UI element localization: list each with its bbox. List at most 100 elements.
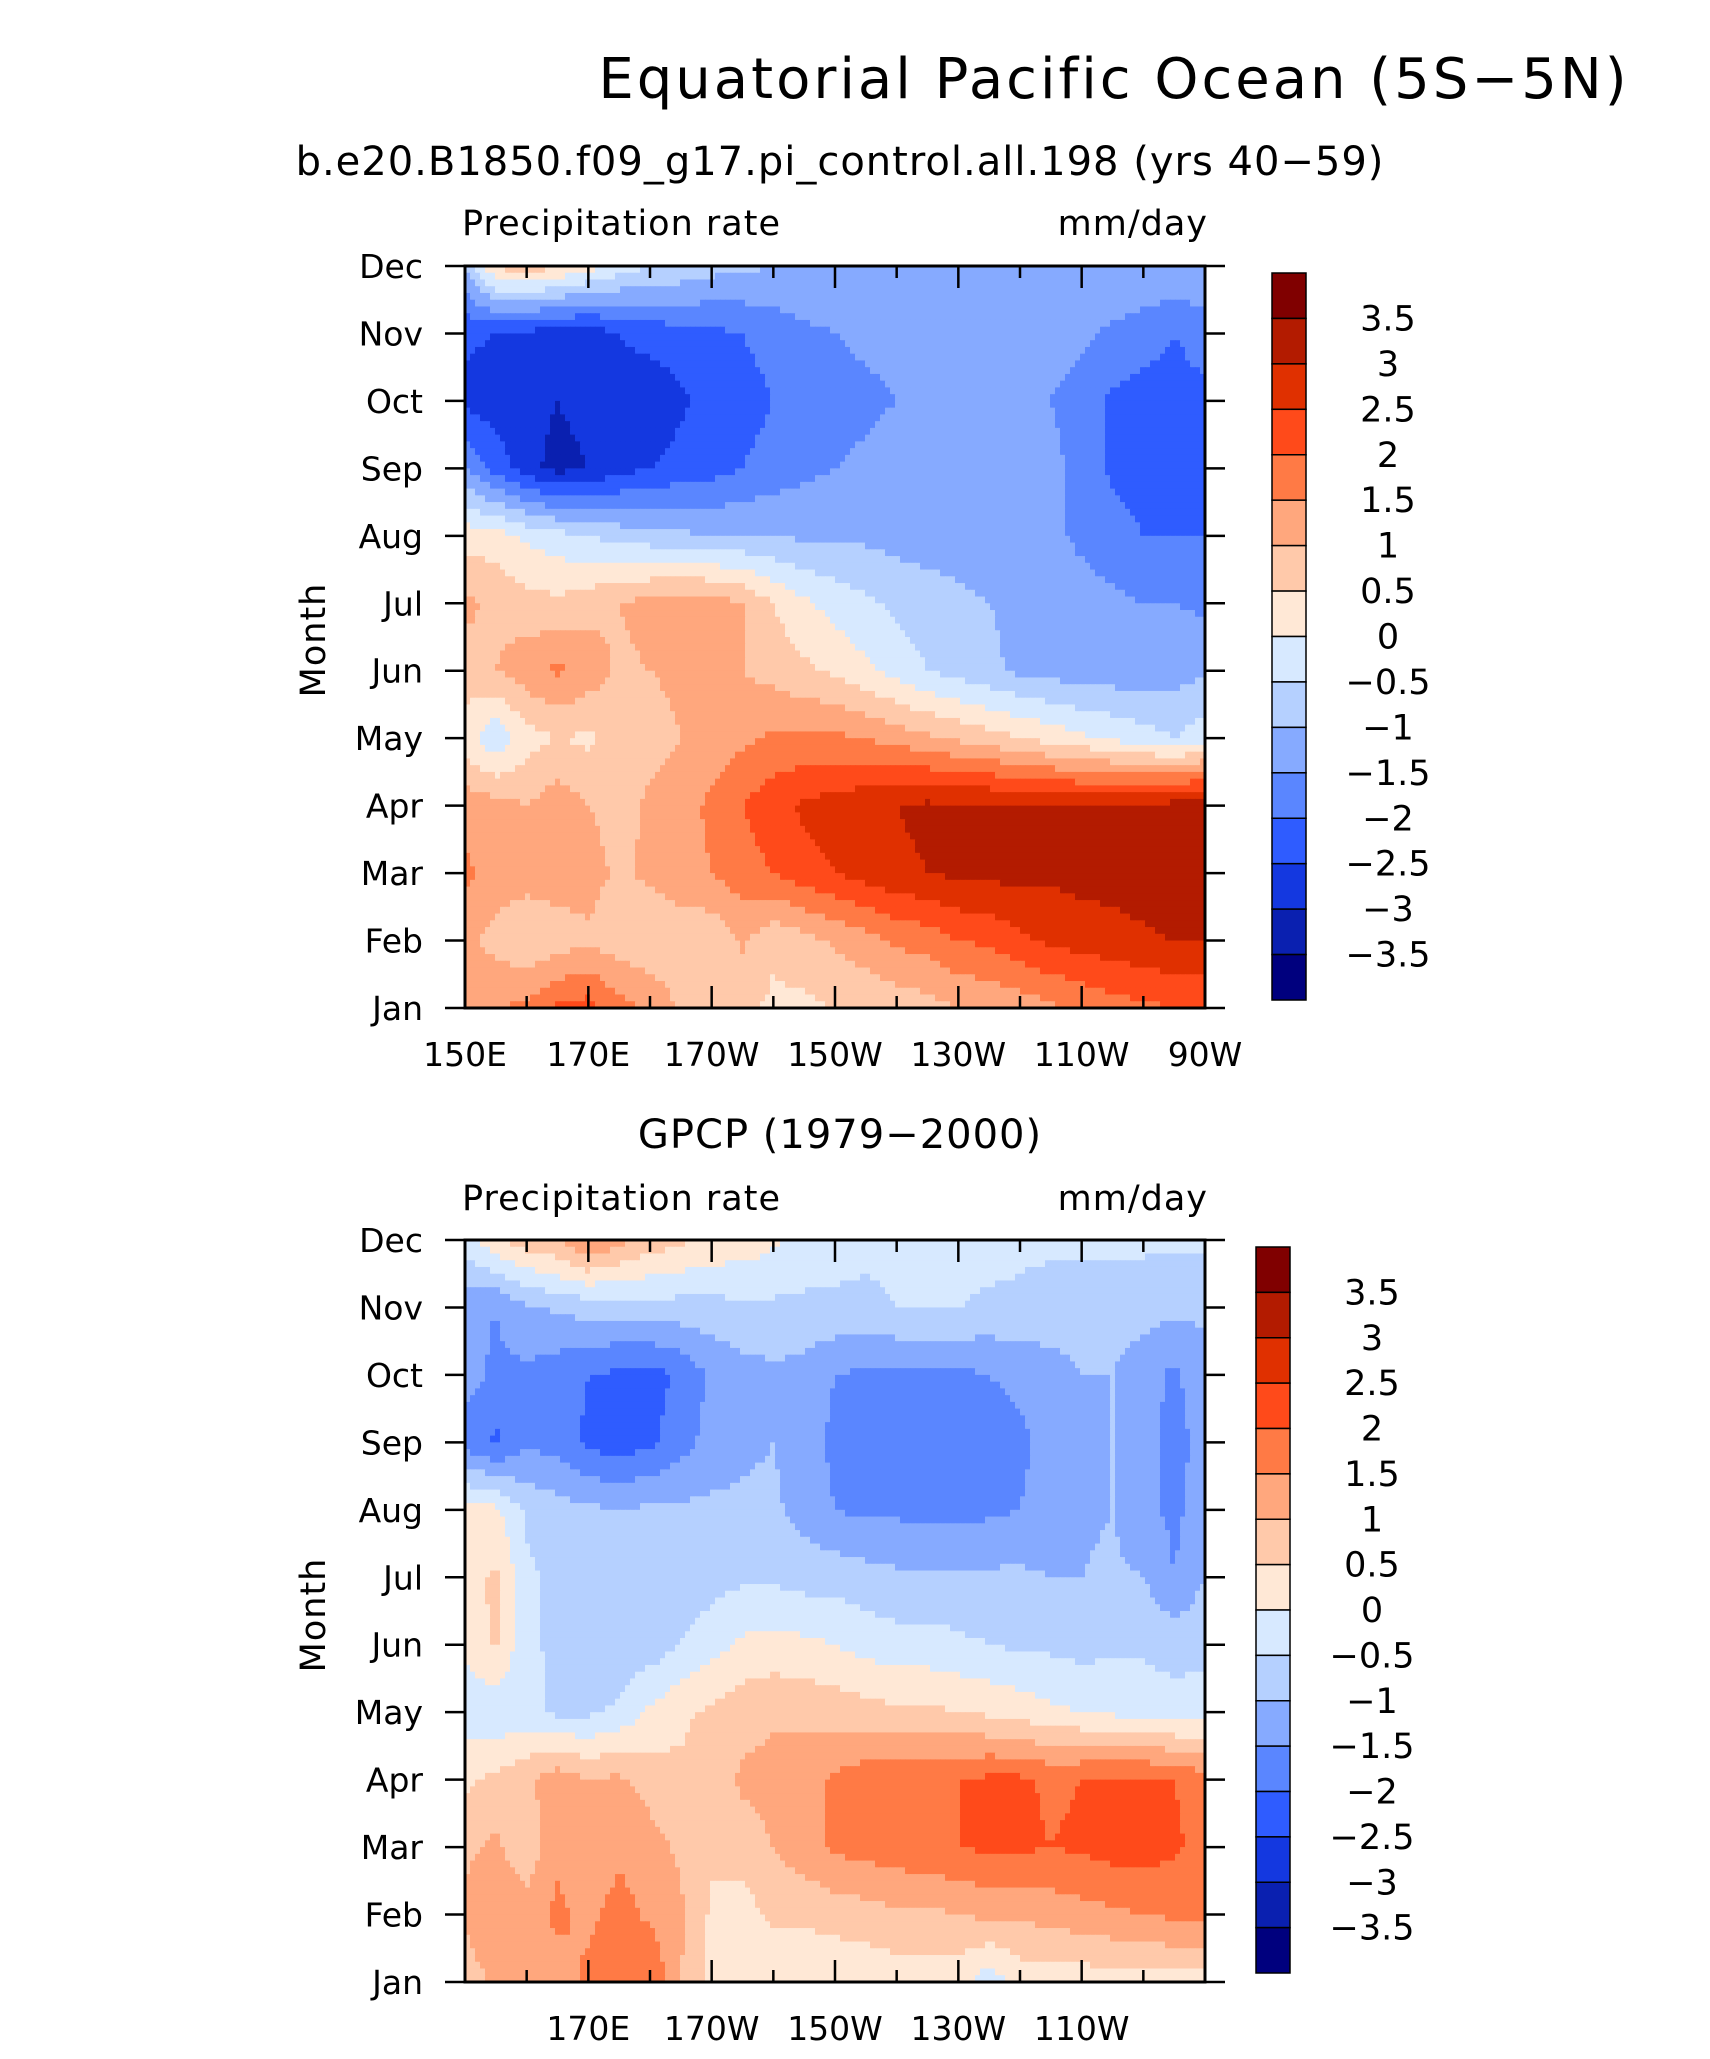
contour-cell — [1000, 360, 1006, 368]
contour-cell — [485, 299, 491, 308]
contour-cell — [485, 421, 491, 429]
contour-cell — [810, 387, 816, 395]
contour-cell — [725, 441, 731, 449]
contour-cell — [840, 373, 846, 382]
contour-cell — [1080, 313, 1086, 321]
contour-cell — [1175, 313, 1181, 321]
contour-cell — [505, 468, 511, 476]
contour-cell — [655, 292, 661, 301]
contour-cell — [485, 279, 491, 287]
contour-cell — [1135, 461, 1141, 469]
contour-cell — [1175, 475, 1181, 483]
contour-cell — [985, 481, 991, 490]
contour-cell — [680, 346, 686, 355]
contour-cell — [485, 454, 491, 463]
contour-cell — [865, 313, 871, 321]
contour-cell — [555, 421, 561, 429]
contour-cell — [690, 340, 696, 348]
contour-cell — [800, 414, 806, 422]
contour-cell — [1120, 319, 1126, 328]
contour-cell — [740, 279, 746, 287]
contour-cell — [915, 414, 921, 422]
contour-cell — [975, 461, 981, 469]
contour-cell — [1165, 360, 1171, 368]
contour-cell — [495, 272, 501, 281]
contour-cell — [690, 367, 696, 375]
contour-cell — [495, 380, 501, 389]
contour-cell — [950, 266, 956, 274]
contour-cell — [880, 367, 886, 375]
contour-cell — [685, 272, 691, 281]
contour-cell — [595, 454, 601, 463]
contour-cell — [600, 400, 606, 409]
contour-cell — [885, 360, 891, 368]
contour-cell — [1050, 272, 1056, 281]
contour-cell — [1010, 292, 1016, 301]
contour-cell — [1040, 326, 1046, 335]
contour-cell — [525, 441, 531, 449]
contour-cell — [565, 441, 571, 449]
contour-cell — [935, 414, 941, 422]
contour-cell — [680, 367, 686, 375]
contour-cell — [910, 360, 916, 368]
contour-cell — [785, 421, 791, 429]
contour-cell — [740, 454, 746, 463]
contour-cell — [595, 461, 601, 469]
contour-cell — [1180, 333, 1186, 341]
contour-cell — [1040, 279, 1046, 287]
contour-cell — [560, 272, 566, 281]
contour-cell — [875, 360, 881, 368]
contour-cell — [980, 468, 986, 476]
contour-cell — [615, 488, 621, 496]
contour-cell — [605, 461, 611, 469]
contour-cell — [1160, 306, 1166, 314]
contour-cell — [600, 427, 606, 436]
contour-cell — [655, 326, 661, 335]
contour-cell — [605, 407, 611, 415]
contour-cell — [1025, 380, 1031, 389]
contour-cell — [630, 286, 636, 294]
contour-cell — [995, 360, 1001, 368]
contour-cell — [700, 488, 706, 496]
contour-cell — [870, 313, 876, 321]
contour-cell — [745, 286, 751, 294]
contour-cell — [1000, 340, 1006, 348]
contour-cell — [1130, 340, 1136, 348]
contour-cell — [1070, 400, 1076, 409]
contour-cell — [845, 441, 851, 449]
contour-cell — [565, 346, 571, 355]
contour-cell — [995, 488, 1001, 496]
contour-cell — [685, 299, 691, 308]
contour-cell — [785, 333, 791, 341]
contour-cell — [560, 468, 566, 476]
contour-cell — [910, 421, 916, 429]
contour-cell — [945, 468, 951, 476]
contour-cell — [855, 266, 861, 274]
contour-cell — [665, 441, 671, 449]
contour-cell — [920, 326, 926, 335]
contour-cell — [480, 441, 486, 449]
contour-cell — [1160, 292, 1166, 301]
contour-cell — [1050, 454, 1056, 463]
contour-cell — [930, 266, 936, 274]
contour-cell — [745, 279, 751, 287]
contour-cell — [595, 481, 601, 490]
contour-cell — [1070, 279, 1076, 287]
contour-cell — [1070, 313, 1076, 321]
contour-cell — [475, 333, 481, 341]
contour-cell — [650, 394, 656, 402]
contour-cell — [625, 380, 631, 389]
contour-cell — [465, 272, 471, 281]
contour-cell — [760, 313, 766, 321]
contour-cell — [510, 353, 516, 362]
contour-cell — [625, 394, 631, 402]
contour-cell — [870, 475, 876, 483]
contour-cell — [565, 380, 571, 389]
contour-cell — [500, 346, 506, 355]
contour-cell — [1040, 292, 1046, 301]
contour-cell — [1180, 380, 1186, 389]
contour-cell — [1015, 454, 1021, 463]
contour-cell — [1175, 427, 1181, 436]
contour-cell — [1140, 299, 1146, 308]
contour-cell — [1110, 387, 1116, 395]
